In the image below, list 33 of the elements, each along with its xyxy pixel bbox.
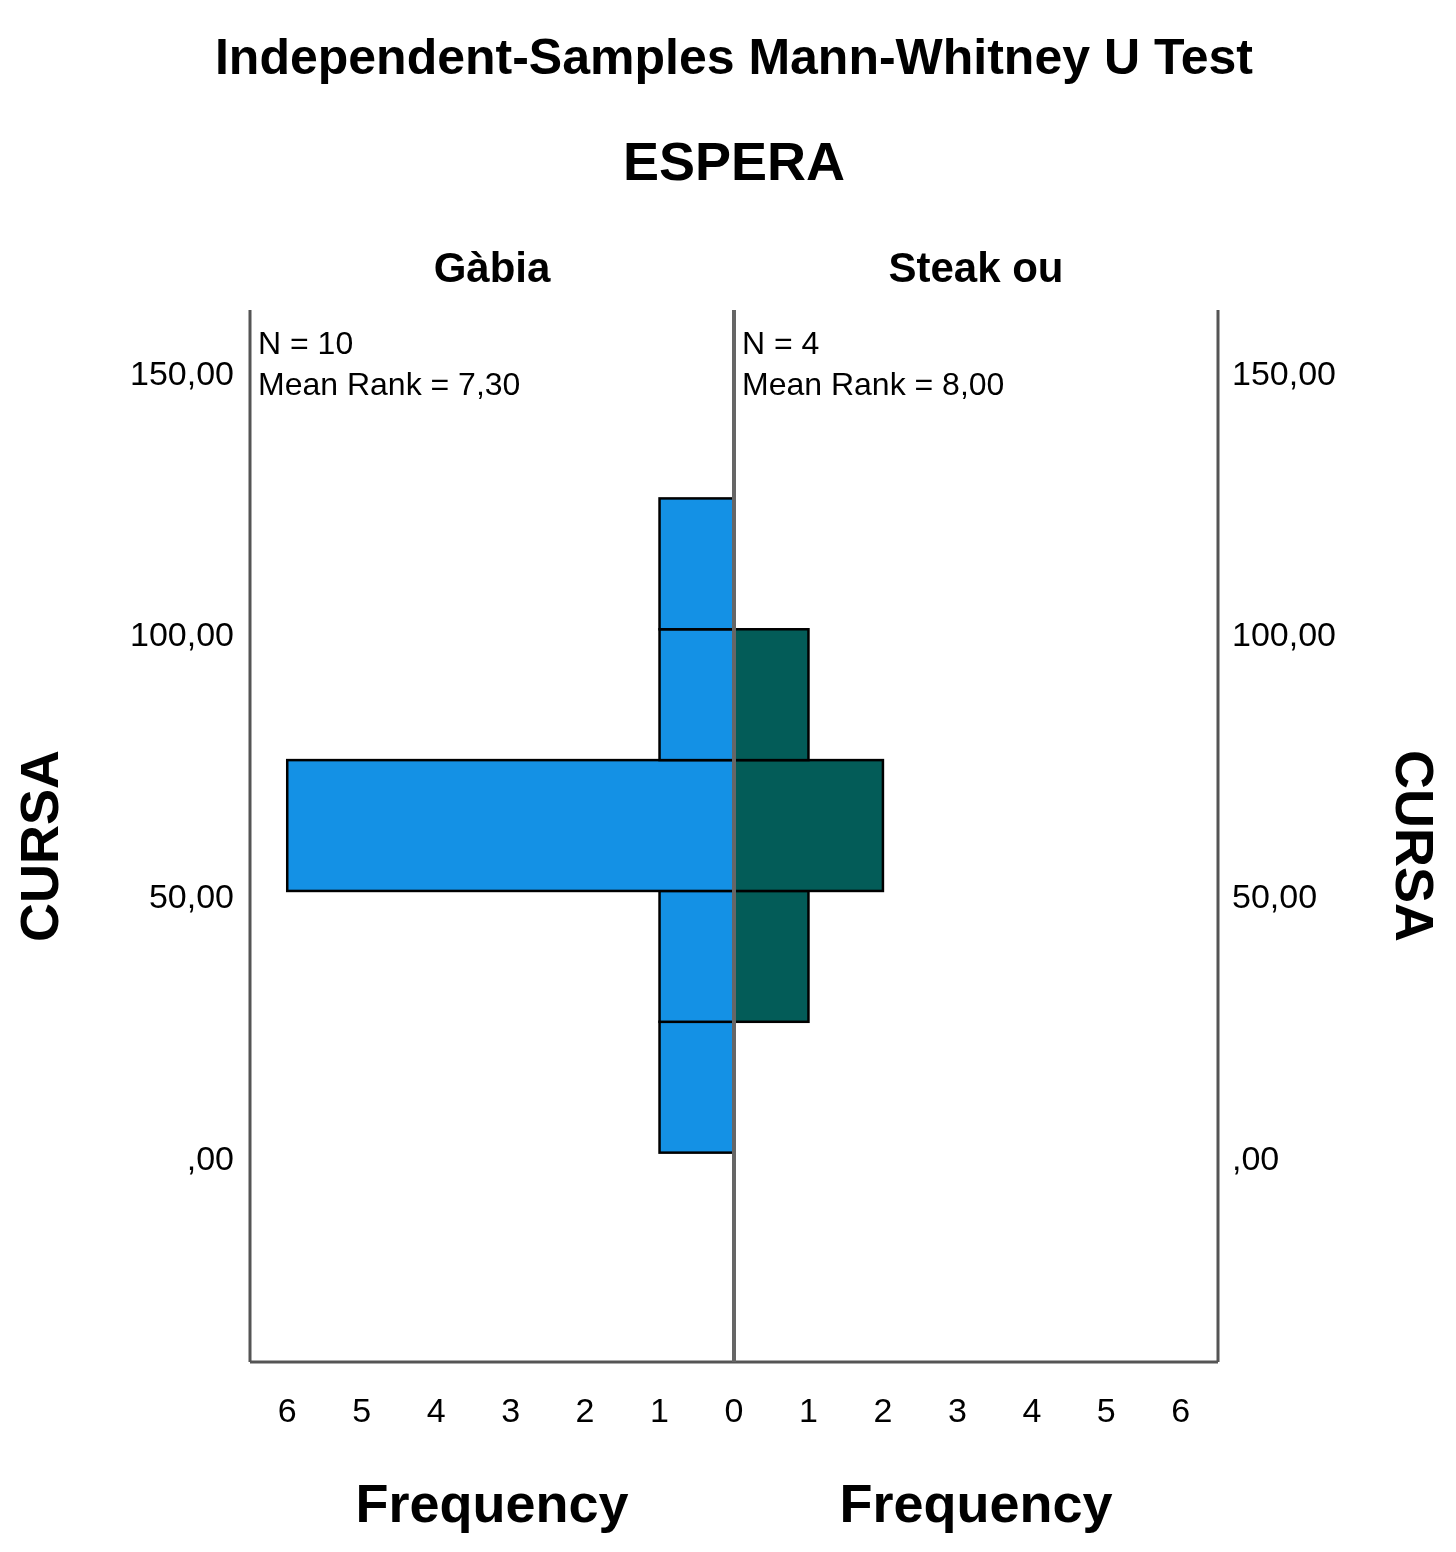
y-tick-label: ,00 bbox=[186, 1138, 234, 1177]
x-tick-label: 4 bbox=[426, 1391, 446, 1429]
y-tick-label: 50,00 bbox=[148, 877, 234, 916]
chart-title: Steak ou bbox=[888, 244, 1064, 291]
x-tick-label: 6 bbox=[1171, 1391, 1191, 1429]
text: Independent-Samples Mann-Whitney U Test bbox=[214, 29, 1254, 85]
annotation: N = 10 bbox=[258, 325, 354, 361]
y-tick-label: 100,00 bbox=[1232, 615, 1336, 654]
annotation: Mean Rank = 8,00 bbox=[742, 366, 1005, 402]
x-tick-label: 6 bbox=[277, 1391, 297, 1429]
x-tick-label: 3 bbox=[947, 1391, 967, 1429]
chart-title: Gàbia bbox=[433, 244, 551, 291]
y-axis-title: CURSA bbox=[1385, 749, 1445, 943]
y-axis-title: CURSA bbox=[9, 749, 69, 943]
x-axis-title: Frequency bbox=[839, 1473, 1113, 1533]
x-tick-label: 0 bbox=[724, 1391, 744, 1429]
x-axis-title: Frequency bbox=[355, 1473, 629, 1533]
y-tick-label: 150,00 bbox=[1232, 353, 1336, 392]
annotation: N = 4 bbox=[742, 325, 820, 361]
x-tick-label: 4 bbox=[1022, 1391, 1042, 1429]
x-tick-label: 1 bbox=[799, 1391, 818, 1429]
text: ESPERA bbox=[622, 131, 846, 191]
x-tick-label: 1 bbox=[650, 1391, 669, 1429]
y-tick-label: 50,00 bbox=[1232, 877, 1318, 916]
x-tick-label: 2 bbox=[873, 1391, 893, 1429]
annotation: Mean Rank = 7,30 bbox=[258, 366, 521, 402]
y-tick-label: ,00 bbox=[1232, 1138, 1280, 1177]
x-tick-label: 3 bbox=[501, 1391, 521, 1429]
x-tick-label: 5 bbox=[1096, 1391, 1116, 1429]
y-tick-label: 150,00 bbox=[130, 353, 234, 392]
x-tick-label: 5 bbox=[352, 1391, 372, 1429]
x-tick-label: 2 bbox=[575, 1391, 595, 1429]
y-tick-label: 100,00 bbox=[130, 615, 234, 654]
